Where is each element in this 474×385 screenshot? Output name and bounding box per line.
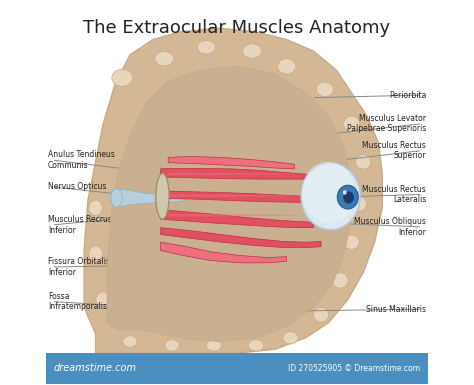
Ellipse shape xyxy=(344,116,360,131)
Ellipse shape xyxy=(197,40,216,54)
Ellipse shape xyxy=(344,235,359,249)
Polygon shape xyxy=(84,28,382,353)
Text: Musculus Obliquus
Inferior: Musculus Obliquus Inferior xyxy=(355,217,426,237)
Ellipse shape xyxy=(332,273,348,288)
Ellipse shape xyxy=(277,59,296,74)
Ellipse shape xyxy=(302,162,356,223)
Ellipse shape xyxy=(243,44,262,59)
Polygon shape xyxy=(168,214,294,217)
Ellipse shape xyxy=(111,189,122,207)
Ellipse shape xyxy=(316,82,334,97)
Ellipse shape xyxy=(156,173,169,219)
FancyBboxPatch shape xyxy=(46,353,428,383)
Text: Fossa
Infratemporalis: Fossa Infratemporalis xyxy=(48,292,107,311)
Ellipse shape xyxy=(352,197,366,211)
Polygon shape xyxy=(107,66,352,341)
Polygon shape xyxy=(168,194,294,197)
Text: Fissura Orbitalis
Inferior: Fissura Orbitalis Inferior xyxy=(48,257,110,277)
Text: Musculus Rectus
Lateralis: Musculus Rectus Lateralis xyxy=(363,185,426,204)
Ellipse shape xyxy=(89,200,102,216)
Polygon shape xyxy=(161,210,313,228)
Text: The Extraocular Muscles Anatomy: The Extraocular Muscles Anatomy xyxy=(83,18,391,37)
Ellipse shape xyxy=(96,292,110,307)
Polygon shape xyxy=(161,242,287,263)
Text: Nervus Opticus: Nervus Opticus xyxy=(48,182,106,191)
Ellipse shape xyxy=(112,69,133,87)
Text: ID 270525905 © Dreamstime.com: ID 270525905 © Dreamstime.com xyxy=(289,364,420,373)
Polygon shape xyxy=(161,191,329,203)
Ellipse shape xyxy=(155,52,174,66)
Ellipse shape xyxy=(337,185,358,209)
Text: dreamstime.com: dreamstime.com xyxy=(54,363,137,373)
Polygon shape xyxy=(168,172,294,175)
Ellipse shape xyxy=(283,331,298,344)
Ellipse shape xyxy=(165,340,179,351)
Polygon shape xyxy=(111,189,183,207)
Ellipse shape xyxy=(343,190,346,195)
Ellipse shape xyxy=(89,246,102,261)
Ellipse shape xyxy=(356,155,371,169)
Text: Anulus Tendineus
Communis: Anulus Tendineus Communis xyxy=(48,150,115,170)
Ellipse shape xyxy=(313,308,329,322)
Ellipse shape xyxy=(248,340,264,351)
Ellipse shape xyxy=(123,336,137,347)
Text: Musculus Rectus
Superior: Musculus Rectus Superior xyxy=(363,141,426,160)
Polygon shape xyxy=(168,157,294,169)
Text: Musculus Levator
Palpebrae Superioris: Musculus Levator Palpebrae Superioris xyxy=(347,114,426,133)
Polygon shape xyxy=(161,228,321,248)
Text: Periorbita: Periorbita xyxy=(389,90,426,100)
Ellipse shape xyxy=(344,192,354,203)
Text: Sinus Maxillaris: Sinus Maxillaris xyxy=(366,305,426,313)
Ellipse shape xyxy=(301,163,360,230)
Polygon shape xyxy=(161,168,321,179)
Text: Musculus Recrus
Inferior: Musculus Recrus Inferior xyxy=(48,215,112,235)
Ellipse shape xyxy=(206,340,222,351)
